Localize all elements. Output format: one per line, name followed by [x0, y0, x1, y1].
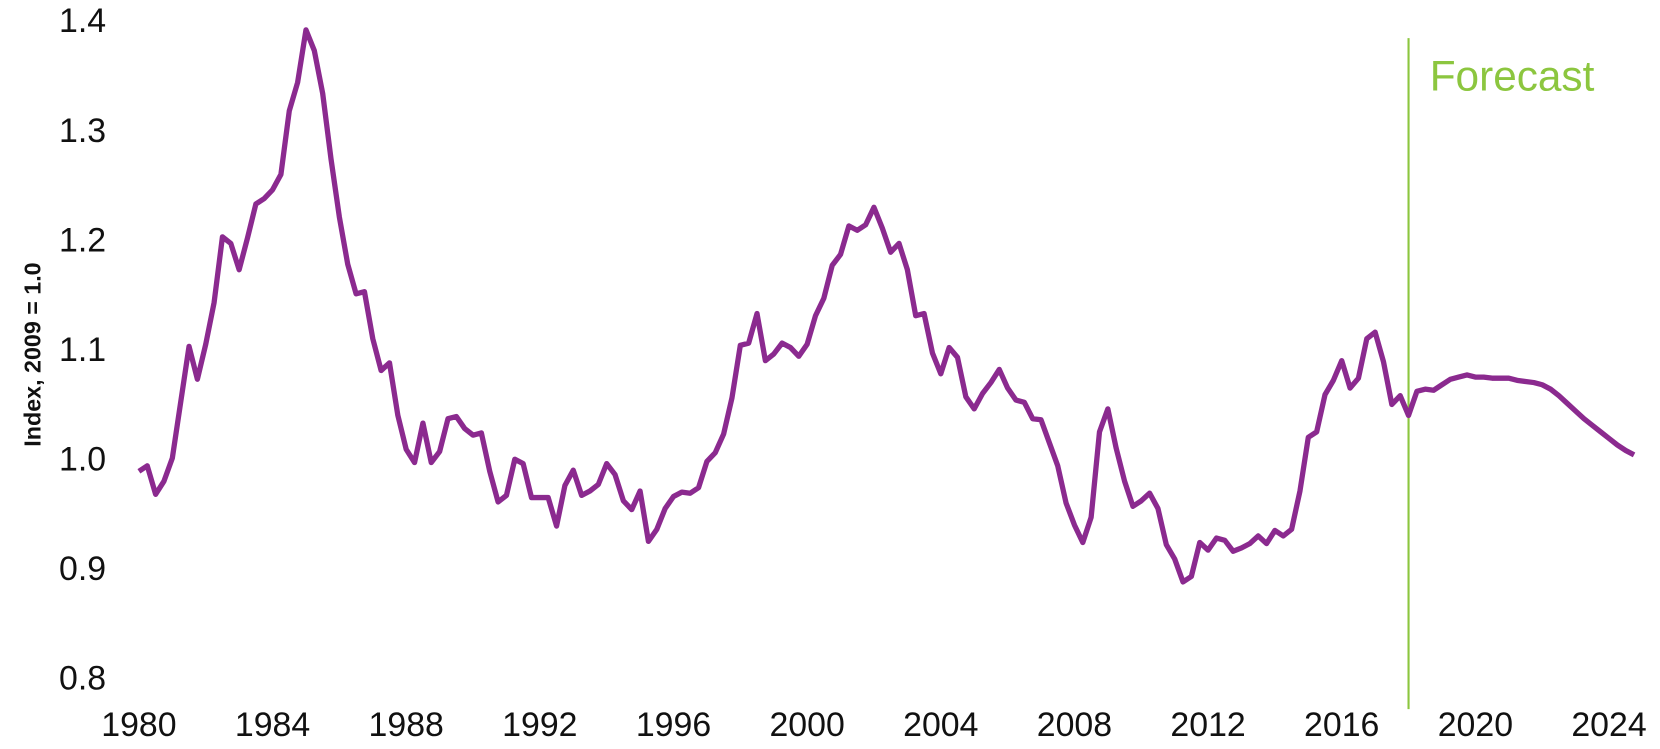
forecast-label: Forecast: [1430, 53, 1595, 100]
x-tick-label: 2024: [1571, 706, 1646, 744]
x-tick-label: 2000: [769, 706, 844, 744]
x-tick-label: 2012: [1170, 706, 1245, 744]
x-tick-label: 2004: [903, 706, 978, 744]
y-tick-label: 1.4: [59, 2, 106, 40]
x-tick-label: 1992: [502, 706, 577, 744]
y-axis-label: Index, 2009 = 1.0: [19, 262, 45, 446]
y-tick-label: 1.2: [59, 221, 106, 259]
y-tick-label: 0.9: [59, 550, 106, 588]
x-tick-label: 2020: [1438, 706, 1513, 744]
x-tick-label: 2016: [1304, 706, 1379, 744]
x-tick-label: 1984: [235, 706, 310, 744]
x-tick-label: 1980: [101, 706, 176, 744]
y-tick-label: 0.8: [59, 659, 106, 697]
y-tick-label: 1.1: [59, 331, 106, 369]
y-tick-label: 1.3: [59, 112, 106, 150]
x-tick-label: 1988: [369, 706, 444, 744]
x-tick-label: 1996: [636, 706, 711, 744]
x-tick-label: 2008: [1037, 706, 1112, 744]
series-line: [137, 27, 1636, 585]
y-tick-label: 1.0: [59, 440, 106, 478]
